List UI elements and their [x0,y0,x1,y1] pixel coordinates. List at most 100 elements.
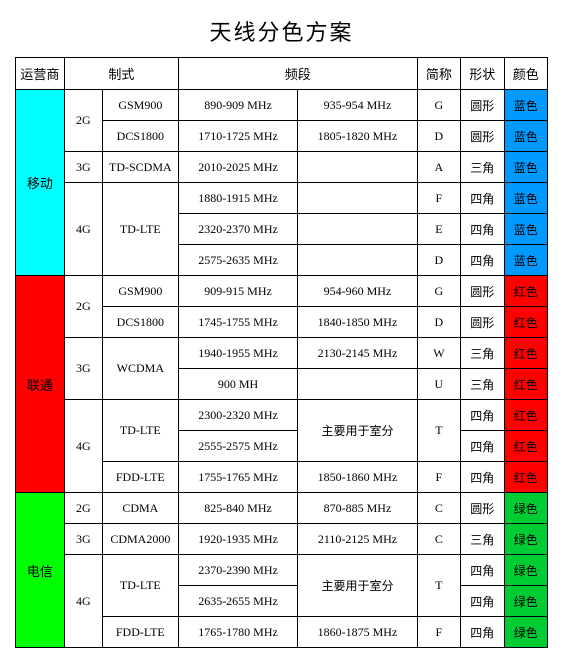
abbr-cell: T [417,555,460,617]
shape-cell: 四角 [461,431,504,462]
band-tx: 2010-2025 MHz [178,152,297,183]
system-cell: DCS1800 [102,121,178,152]
system-cell: FDD-LTE [102,617,178,648]
system-cell: DCS1800 [102,307,178,338]
band-tx: 1755-1765 MHz [178,462,297,493]
abbr-cell: U [417,369,460,400]
abbr-cell: C [417,524,460,555]
abbr-cell: G [417,90,460,121]
col-abbr: 简称 [417,58,460,90]
table-row: 3G CDMA2000 1920-1935 MHz 2110-2125 MHz … [16,524,548,555]
system-cell: TD-SCDMA [102,152,178,183]
band-rx [298,245,417,276]
col-color: 颜色 [504,58,547,90]
gen-cell: 4G [64,400,102,493]
color-cell-blue: 蓝色 [504,152,547,183]
shape-cell: 四角 [461,617,504,648]
color-cell-green: 绿色 [504,493,547,524]
table-row: 移动 2G GSM900 890-909 MHz 935-954 MHz G 圆… [16,90,548,121]
gen-cell: 4G [64,555,102,648]
band-rx: 2130-2145 MHz [298,338,417,369]
col-shape: 形状 [461,58,504,90]
gen-cell: 3G [64,524,102,555]
shape-cell: 四角 [461,400,504,431]
col-operator: 运营商 [16,58,65,90]
gen-cell: 2G [64,276,102,338]
band-rx [298,183,417,214]
shape-cell: 圆形 [461,90,504,121]
color-cell-blue: 蓝色 [504,245,547,276]
abbr-cell: F [417,462,460,493]
color-cell-red: 红色 [504,431,547,462]
abbr-cell: E [417,214,460,245]
table-row: 3G WCDMA 1940-1955 MHz 2130-2145 MHz W 三… [16,338,548,369]
color-cell-red: 红色 [504,307,547,338]
table-row: 3G TD-SCDMA 2010-2025 MHz A 三角 蓝色 [16,152,548,183]
band-tx: 2300-2320 MHz [178,400,297,431]
band-tx: 1745-1755 MHz [178,307,297,338]
color-cell-red: 红色 [504,400,547,431]
color-cell-green: 绿色 [504,586,547,617]
header-row: 运营商 制式 频段 简称 形状 颜色 [16,58,548,90]
system-cell: GSM900 [102,90,178,121]
color-cell-red: 红色 [504,369,547,400]
band-tx: 825-840 MHz [178,493,297,524]
color-cell-green: 绿色 [504,617,547,648]
shape-cell: 三角 [461,338,504,369]
color-cell-blue: 蓝色 [504,214,547,245]
band-tx: 1710-1725 MHz [178,121,297,152]
band-tx: 1940-1955 MHz [178,338,297,369]
shape-cell: 三角 [461,524,504,555]
shape-cell: 圆形 [461,276,504,307]
col-system: 制式 [64,58,178,90]
antenna-color-table: 运营商 制式 频段 简称 形状 颜色 移动 2G GSM900 890-909 … [15,57,548,648]
shape-cell: 圆形 [461,307,504,338]
system-cell: WCDMA [102,338,178,400]
gen-cell: 2G [64,493,102,524]
gen-cell: 3G [64,338,102,400]
table-row: 4G TD-LTE 2370-2390 MHz 主要用于室分 T 四角 绿色 [16,555,548,586]
color-cell-blue: 蓝色 [504,90,547,121]
system-cell: TD-LTE [102,555,178,617]
band-tx: 1765-1780 MHz [178,617,297,648]
shape-cell: 四角 [461,555,504,586]
abbr-cell: D [417,245,460,276]
abbr-cell: T [417,400,460,462]
page-title: 天线分色方案 [15,15,548,47]
operator-telecom: 电信 [16,493,65,648]
system-cell: FDD-LTE [102,462,178,493]
table-row: 4G TD-LTE 1880-1915 MHz F 四角 蓝色 [16,183,548,214]
band-tx: 2320-2370 MHz [178,214,297,245]
band-tx: 900 MH [178,369,297,400]
table-row: 联通 2G GSM900 909-915 MHz 954-960 MHz G 圆… [16,276,548,307]
color-cell-red: 红色 [504,462,547,493]
operator-mobile: 移动 [16,90,65,276]
band-rx: 1860-1875 MHz [298,617,417,648]
system-cell: TD-LTE [102,183,178,276]
shape-cell: 四角 [461,214,504,245]
gen-cell: 4G [64,183,102,276]
band-rx [298,214,417,245]
abbr-cell: F [417,617,460,648]
table-row: 电信 2G CDMA 825-840 MHz 870-885 MHz C 圆形 … [16,493,548,524]
shape-cell: 三角 [461,152,504,183]
abbr-cell: C [417,493,460,524]
shape-cell: 四角 [461,586,504,617]
band-tx: 909-915 MHz [178,276,297,307]
abbr-cell: W [417,338,460,369]
color-cell-red: 红色 [504,276,547,307]
color-cell-red: 红色 [504,338,547,369]
color-cell-blue: 蓝色 [504,183,547,214]
gen-cell: 3G [64,152,102,183]
abbr-cell: D [417,121,460,152]
operator-unicom: 联通 [16,276,65,493]
band-tx: 1920-1935 MHz [178,524,297,555]
band-tx: 890-909 MHz [178,90,297,121]
table-row: 4G TD-LTE 2300-2320 MHz 主要用于室分 T 四角 红色 [16,400,548,431]
band-rx [298,152,417,183]
abbr-cell: G [417,276,460,307]
system-cell: CDMA [102,493,178,524]
band-rx: 主要用于室分 [298,400,417,462]
shape-cell: 四角 [461,245,504,276]
abbr-cell: D [417,307,460,338]
